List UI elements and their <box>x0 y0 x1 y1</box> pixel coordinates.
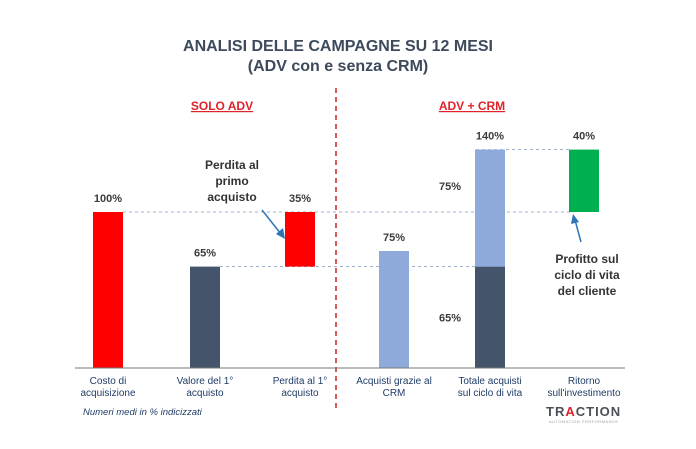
category-label: acquisto <box>281 388 319 399</box>
logo-subtext: AUTOMATION PERFORMANCE <box>549 419 619 424</box>
callout-profit-arrow <box>574 219 582 243</box>
category-label: sull'investimento <box>547 388 620 399</box>
category-label: CRM <box>383 388 406 399</box>
callout-loss: Perdita al primo acquisto <box>205 158 285 239</box>
bar-segment <box>190 266 220 368</box>
bar-segment <box>285 212 315 267</box>
value-label: 40% <box>573 131 595 143</box>
value-label: 75% <box>383 232 405 244</box>
bar-segment <box>569 149 599 212</box>
traction-logo: TRACTION AUTOMATION PERFORMANCE <box>546 404 621 424</box>
bar-segment <box>475 266 505 368</box>
value-label: 100% <box>94 193 122 205</box>
value-label: 140% <box>476 131 504 143</box>
category-label: Perdita al 1° <box>273 376 328 387</box>
inner-value-label: 65% <box>439 312 461 324</box>
section-label-adv-crm: ADV + CRM <box>439 99 505 113</box>
callout-loss-line2: primo <box>215 174 248 188</box>
callout-loss-line1: Perdita al <box>205 158 259 172</box>
category-label: Totale acquisti <box>458 376 521 387</box>
callout-loss-line3: acquisto <box>207 190 256 204</box>
callout-loss-arrow <box>261 209 282 235</box>
callout-profit: Profitto sul ciclo di vita del cliente <box>554 214 620 298</box>
section-label-solo-adv: SOLO ADV <box>191 99 253 113</box>
category-label: sul ciclo di vita <box>458 388 523 399</box>
bar-segment <box>379 251 409 368</box>
logo-text: TRACTION <box>546 404 621 419</box>
value-label: 35% <box>289 193 311 205</box>
category-label: Ritorno <box>568 376 601 387</box>
chart-title-line1: ANALISI DELLE CAMPAGNE SU 12 MESI <box>183 38 493 55</box>
value-label: 65% <box>194 248 216 260</box>
bars-group: 100% 65% 35% 75% 140% 65% 75% 40% <box>93 131 599 368</box>
callout-loss-arrowhead <box>276 228 285 239</box>
bar-segment <box>475 149 505 267</box>
chart-title-line2: (ADV con e senza CRM) <box>248 58 428 75</box>
callout-profit-line1: Profitto sul <box>555 252 618 266</box>
callout-profit-line2: ciclo di vita <box>554 268 620 282</box>
category-label: Costo di <box>90 376 127 387</box>
callout-profit-arrowhead <box>571 214 579 224</box>
category-label: acquisto <box>186 388 224 399</box>
footnote: Numeri medi in % indicizzati <box>83 407 203 418</box>
callout-profit-line3: del cliente <box>558 284 617 298</box>
category-label: Acquisti grazie al <box>356 376 432 387</box>
category-label: Valore del 1° <box>177 376 234 387</box>
bar-segment <box>93 212 123 368</box>
inner-value-label: 75% <box>439 181 461 193</box>
category-label: acquisizione <box>80 388 135 399</box>
